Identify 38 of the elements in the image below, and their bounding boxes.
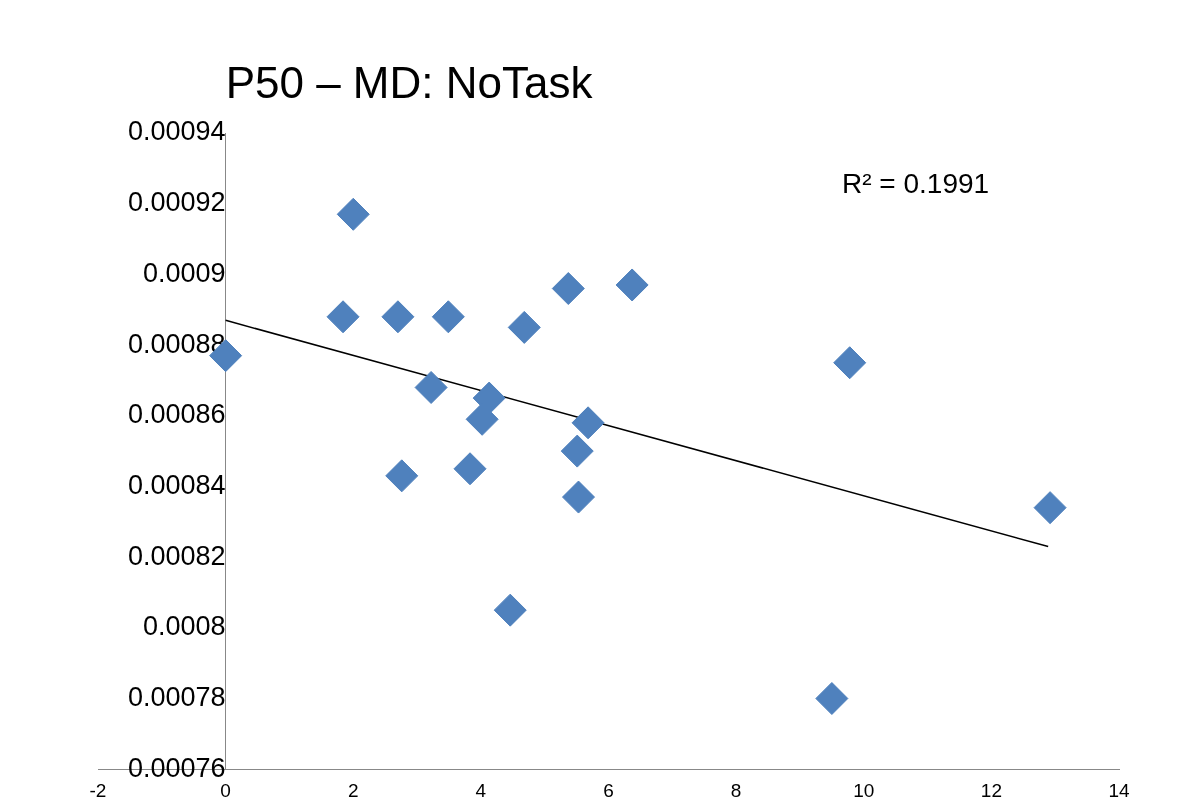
point — [562, 480, 596, 514]
point — [326, 300, 360, 334]
y-tick-label: 0.00082 — [128, 540, 226, 571]
y-tick-label: 0.00084 — [128, 469, 226, 500]
y-tick-label: 0.0009 — [143, 257, 226, 288]
y-tick-label: 0.00086 — [128, 399, 226, 430]
point — [465, 402, 499, 436]
point — [431, 300, 465, 334]
point — [453, 452, 487, 486]
point — [815, 682, 849, 716]
point — [833, 346, 867, 380]
x-tick-label: 12 — [980, 779, 1002, 801]
x-tick-label: -2 — [89, 779, 107, 801]
point — [381, 300, 415, 334]
x-tick-label: 8 — [730, 779, 742, 801]
chart-title: P50 – MD: NoTask — [225, 58, 594, 107]
point — [571, 406, 605, 440]
point — [560, 434, 594, 468]
y-tick-label: 0.0008 — [143, 611, 226, 642]
y-tick-label: 0.00092 — [128, 187, 226, 218]
point — [414, 370, 448, 404]
x-tick-label: 4 — [475, 779, 487, 801]
x-tick-label: 2 — [347, 779, 359, 801]
point — [385, 459, 419, 493]
y-tick-label: 0.00088 — [128, 328, 226, 359]
point — [472, 381, 506, 415]
x-tick-label: 10 — [853, 779, 875, 801]
point — [615, 268, 649, 302]
y-tick-label: 0.00094 — [128, 116, 226, 147]
point — [551, 272, 585, 306]
point — [493, 593, 527, 627]
point — [507, 310, 541, 344]
point — [336, 197, 370, 231]
x-tick-label: 6 — [603, 779, 614, 801]
point — [1033, 491, 1067, 525]
x-tick-label: 14 — [1108, 779, 1130, 801]
y-tick-label: 0.00078 — [128, 681, 226, 712]
annotation: R² = 0.1991 — [842, 168, 990, 199]
